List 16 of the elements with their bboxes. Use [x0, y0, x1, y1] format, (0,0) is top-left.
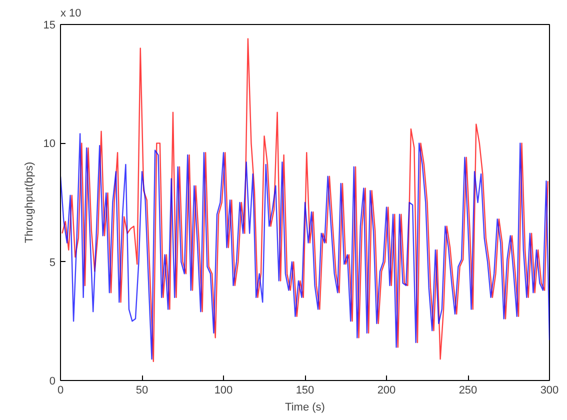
x-tick-label: 200: [377, 384, 396, 396]
y-tick-label: 15: [43, 20, 56, 32]
x-tick-label: 100: [214, 384, 233, 396]
text: x 10: [60, 8, 82, 20]
y-tick-label: 0: [49, 376, 56, 388]
line-series: [62, 38, 548, 362]
y-tick-label: 10: [43, 138, 56, 150]
y-tick-label: 5: [49, 256, 56, 269]
line-series: [60, 133, 550, 360]
x-tick-label: 150: [296, 384, 314, 396]
x-tick-label: 50: [136, 384, 148, 396]
x-tick-label: 300: [540, 384, 559, 396]
x-tick-label: 250: [458, 384, 478, 396]
x-axis-title: Time (s): [285, 402, 325, 414]
x-tick-label: 0: [57, 384, 64, 396]
y-axis-title: Throughput(bps): [23, 162, 36, 244]
